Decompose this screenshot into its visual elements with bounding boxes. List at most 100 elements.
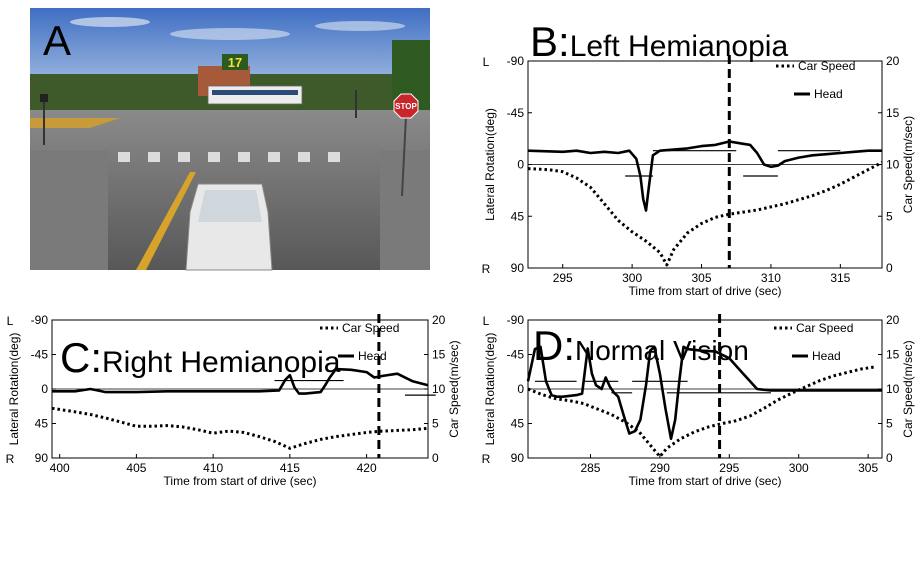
y-left-tick-label: -45: [31, 348, 49, 362]
y-left-tick-label: 0: [517, 382, 524, 396]
x-tick-label: 410: [203, 461, 223, 475]
y-right-tick-label: 0: [886, 261, 893, 275]
x-tick-label: 295: [553, 271, 573, 285]
y-right-tick-label: 15: [886, 106, 900, 120]
x-axis-label: Time from start of drive (sec): [629, 474, 782, 488]
yellow-lane-line: [136, 172, 196, 270]
y-right-tick-label: 10: [432, 382, 446, 396]
y-right-tick-label: 20: [886, 313, 900, 327]
car-speed-line: [527, 365, 876, 459]
y-left-tick-label: -90: [507, 54, 525, 68]
panel-title: Right Hemianopia: [102, 346, 341, 379]
panel-title: Left Hemianopia: [570, 30, 789, 63]
panel-letter: D:: [533, 322, 575, 369]
y-left-tick-label: 0: [517, 158, 524, 172]
y-left-end-label-right: R: [482, 262, 491, 276]
panel-title: Normal Vision: [575, 335, 749, 366]
y-left-tick-label: 45: [511, 417, 525, 431]
y-right-tick-label: 0: [432, 451, 439, 465]
y-right-tick-label: 20: [432, 313, 446, 327]
billboard: [222, 54, 248, 70]
y-left-tick-label: 90: [35, 451, 49, 465]
y-right-tick-label: 5: [886, 417, 893, 431]
x-tick-label: 305: [858, 461, 878, 475]
stop-sign-text: STOP: [395, 102, 417, 111]
y-left-end-label-left: L: [483, 55, 490, 69]
y-left-axis-label: Lateral Rotation(deg): [483, 333, 497, 446]
y-right-tick-label: 5: [432, 417, 439, 431]
x-tick-label: 405: [126, 461, 146, 475]
x-tick-label: 295: [719, 461, 739, 475]
x-tick-label: 315: [830, 271, 850, 285]
x-axis-label: Time from start of drive (sec): [164, 474, 317, 488]
panel-a-scene: 17 STOP A: [30, 8, 430, 271]
panel-a-label: A: [43, 17, 71, 64]
y-right-axis-label: Car Speed(m/sec): [901, 340, 915, 437]
y-left-tick-label: -90: [507, 313, 525, 327]
panel-c-chart: 400 405 410 415 420 -90 -45 0 45 90 L R 20 15 10 5 0 Time…: [6, 313, 461, 488]
panel-letter: B:: [530, 18, 570, 65]
crosswalk: [118, 152, 340, 162]
y-right-tick-label: 15: [432, 348, 446, 362]
car-speed-line: [527, 161, 883, 267]
legend-head-label: Head: [812, 349, 841, 363]
y-left-tick-label: 90: [511, 451, 525, 465]
panel-label: B:Left Hemianopia: [530, 18, 788, 65]
traffic-light: [40, 94, 48, 102]
y-right-tick-label: 10: [886, 382, 900, 396]
cloud: [70, 17, 150, 27]
y-left-end-label-left: L: [7, 314, 14, 328]
x-tick-label: 415: [280, 461, 300, 475]
legend-speed-label: Car Speed: [342, 321, 399, 335]
y-left-end-label-right: R: [6, 452, 15, 466]
y-left-tick-label: 0: [41, 382, 48, 396]
x-tick-label: 300: [622, 271, 642, 285]
panel-b-chart: 295 300 305 310 315 -90 -45 0 45 90 L R 20 15 10 5 0 Time…: [482, 18, 915, 298]
bus-windows: [212, 90, 298, 95]
car-speed-line: [51, 406, 429, 450]
y-right-tick-label: 0: [886, 451, 893, 465]
y-right-axis-label: Car Speed(m/sec): [447, 340, 461, 437]
x-tick-label: 400: [50, 461, 70, 475]
x-tick-label: 420: [357, 461, 377, 475]
sidewalk-left: [30, 150, 108, 270]
cloud: [315, 21, 405, 31]
y-right-tick-label: 5: [886, 209, 893, 223]
y-right-axis-label: Car Speed(m/sec): [901, 116, 915, 213]
x-tick-label: 310: [761, 271, 781, 285]
panel-letter: C:: [60, 334, 102, 381]
billboard-number: 17: [228, 55, 242, 70]
x-tick-label: 305: [692, 271, 712, 285]
y-left-end-label-left: L: [483, 314, 490, 328]
head-rotation-line: [52, 367, 429, 395]
y-left-tick-label: 45: [511, 209, 525, 223]
legend-head-label: Head: [814, 87, 843, 101]
y-left-tick-label: -45: [507, 106, 525, 120]
sidewalk-right: [380, 150, 430, 270]
cloud: [170, 28, 290, 40]
y-left-end-label-right: R: [482, 452, 491, 466]
y-left-tick-label: 90: [511, 261, 525, 275]
y-left-tick-label: 45: [35, 417, 49, 431]
panel-label: D:Normal Vision: [533, 322, 749, 369]
panel-label: C:Right Hemianopia: [60, 334, 341, 381]
x-tick-label: 300: [789, 461, 809, 475]
x-axis-label: Time from start of drive (sec): [629, 284, 782, 298]
car-hood: [185, 183, 273, 271]
y-right-tick-label: 10: [886, 158, 900, 172]
y-left-tick-label: -90: [31, 313, 49, 327]
y-right-tick-label: 20: [886, 54, 900, 68]
stop-sign-pole: [401, 115, 407, 197]
y-right-tick-label: 15: [886, 348, 900, 362]
y-left-tick-label: -45: [507, 348, 525, 362]
head-rotation-line: [527, 140, 882, 212]
legend-head-label: Head: [358, 349, 387, 363]
stop-sign: [393, 93, 419, 119]
head-rotation-line: [526, 345, 882, 441]
curb-stripe: [30, 118, 120, 128]
legend-speed-label: Car Speed: [798, 59, 855, 73]
legend-speed-label: Car Speed: [796, 321, 853, 335]
panel-d-chart: 285 290 295 300 305 -90 -45 0 45 90 L R 20 15 10 5 0 Time…: [482, 313, 915, 488]
x-tick-label: 290: [650, 461, 670, 475]
